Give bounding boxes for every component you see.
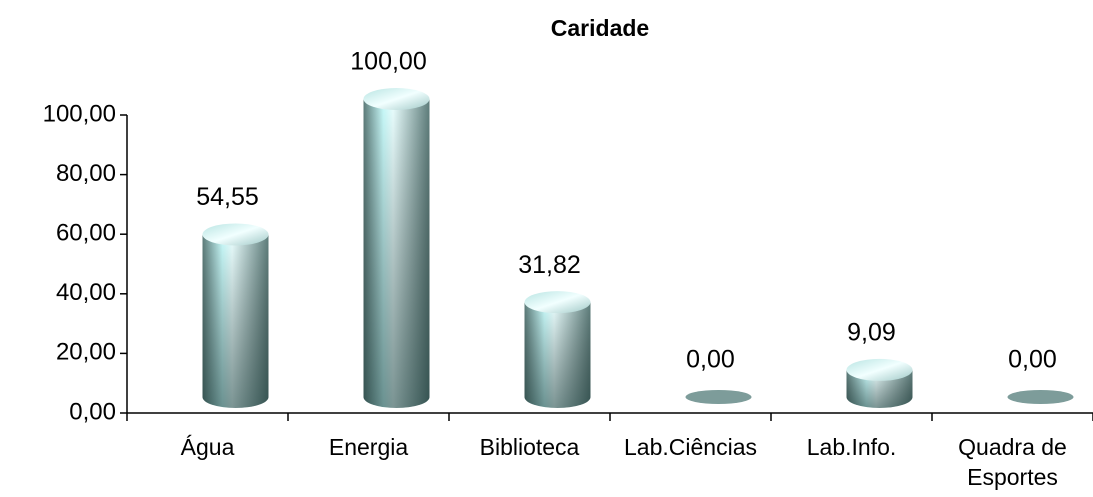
x-tick-label: Energia	[329, 434, 408, 460]
y-tick-label: 60,00	[56, 220, 116, 247]
x-tick-label: Água	[181, 434, 235, 460]
bar	[846, 358, 913, 409]
cylinder-top	[202, 223, 269, 246]
bar	[685, 390, 752, 404]
cylinder-shade	[363, 99, 430, 409]
cylinder-shade	[202, 234, 269, 409]
value-label: 9,09	[847, 319, 896, 347]
cylinder-top	[524, 291, 591, 314]
bar	[524, 291, 591, 409]
cylinder-shade	[524, 302, 591, 409]
x-tick-label: Lab.Info.	[807, 434, 897, 460]
y-tick-label: 0,00	[69, 398, 116, 425]
x-tick-label: Quadra de Esportes	[958, 434, 1067, 490]
value-label: 100,00	[350, 48, 426, 76]
value-label: 54,55	[196, 183, 259, 211]
y-tick-label: 40,00	[56, 279, 116, 306]
cylinder-top	[846, 358, 913, 381]
value-label: 0,00	[1008, 346, 1057, 374]
bar	[363, 88, 430, 409]
x-tick-label: Biblioteca	[480, 434, 580, 460]
y-tick-label: 100,00	[43, 100, 116, 127]
value-label: 31,82	[518, 251, 581, 279]
cylinder-top	[1007, 390, 1074, 404]
x-tick-label: Lab.Ciências	[624, 434, 757, 460]
x-tick-label-line: Esportes	[967, 464, 1058, 490]
y-tick-label: 80,00	[56, 160, 116, 187]
cylinder-top	[363, 88, 430, 110]
chart-title: Caridade	[551, 15, 649, 41]
bar	[1007, 390, 1074, 404]
cylinder-top	[685, 390, 752, 404]
x-tick-label-line: Quadra de	[958, 434, 1067, 460]
bar	[202, 223, 269, 409]
value-label: 0,00	[686, 346, 735, 374]
y-tick-label: 20,00	[56, 339, 116, 366]
